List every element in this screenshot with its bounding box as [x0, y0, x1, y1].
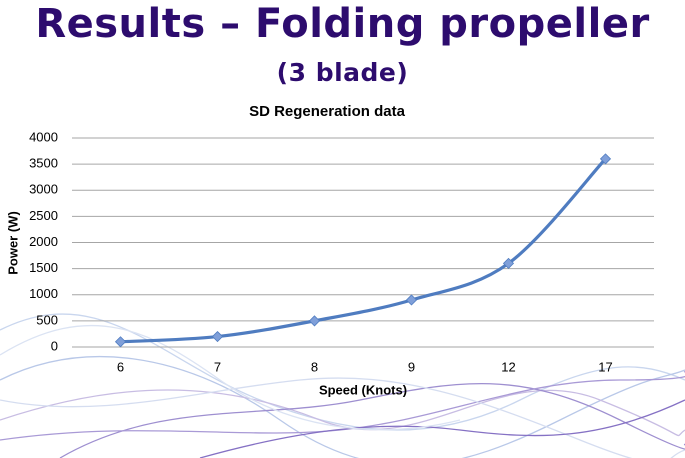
point-marker [114, 336, 127, 348]
y-tick-label: 1000 [29, 286, 58, 301]
point-marker [599, 153, 612, 165]
point-marker [211, 330, 224, 343]
x-tick-label: 6 [117, 359, 124, 374]
series-line [120, 157, 607, 344]
y-tick-label: 500 [36, 312, 58, 327]
chart-title: SD Regeneration data [249, 103, 406, 120]
y-axis-title: Power (W) [5, 211, 20, 275]
x-tick-label: 8 [311, 359, 318, 374]
point-marker [308, 315, 321, 327]
slide-title: Results – Folding propeller (3 blade) [20, 2, 665, 95]
y-tick-label: 3500 [29, 156, 58, 171]
title-note: (3 blade) [276, 58, 409, 87]
y-tick-label: 0 [51, 338, 58, 353]
title-main: Results – Folding propeller [35, 1, 650, 47]
y-tick-label: 2500 [29, 208, 58, 223]
point-marker [502, 257, 515, 269]
x-tick-label: 17 [598, 359, 612, 374]
x-axis-title: Speed (Knots) [319, 382, 407, 397]
x-tick-label: 9 [408, 359, 415, 374]
y-tick-label: 1500 [29, 260, 58, 275]
x-tick-label: 12 [501, 359, 515, 374]
y-tick-label: 4000 [29, 129, 58, 144]
x-tick-label: 7 [214, 359, 221, 374]
background-waves [0, 313, 685, 458]
point-marker [405, 294, 418, 306]
y-tick-label: 3000 [29, 182, 58, 197]
y-tick-label: 2000 [29, 234, 58, 249]
